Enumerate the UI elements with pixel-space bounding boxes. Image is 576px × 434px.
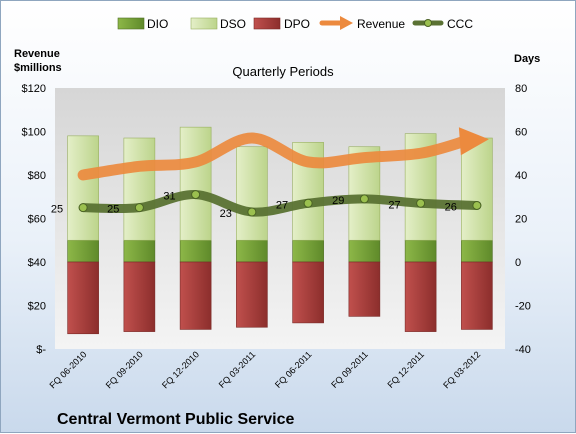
ccc-point <box>134 203 144 213</box>
dpo-bar <box>236 261 268 328</box>
dpo-bar <box>461 261 493 330</box>
left-tick-label: $40 <box>28 257 46 269</box>
left-tick-label: $80 <box>28 170 46 182</box>
category-label: FQ 03-2011 <box>217 349 258 390</box>
revenue-arrowhead <box>458 127 489 156</box>
legend-swatch-revenue <box>319 16 353 30</box>
dso-bar <box>461 137 493 241</box>
left-tick-label: $60 <box>28 214 46 226</box>
category-label: FQ 12-2011 <box>385 349 426 390</box>
dpo-bar <box>404 261 437 332</box>
dio-bar <box>123 239 156 263</box>
ccc-point <box>191 190 201 200</box>
dio-bar <box>179 239 212 263</box>
chart-title: Quarterly Periods <box>232 64 334 79</box>
dpo-bar <box>292 261 324 324</box>
ccc-data-label: 27 <box>276 199 288 211</box>
category-label: FQ 06-2011 <box>273 349 314 390</box>
category-label: FQ 09-2011 <box>329 349 370 390</box>
dso-bar <box>179 126 212 241</box>
dio-bar <box>236 239 268 263</box>
left-axis-label-line1: Revenue <box>14 48 60 60</box>
right-tick-label: 60 <box>515 127 527 139</box>
right-tick-label: 0 <box>515 257 521 269</box>
ccc-data-label: 26 <box>445 201 457 213</box>
left-tick-label: $100 <box>22 127 46 139</box>
dpo-bar <box>179 261 212 330</box>
ccc-data-label: 29 <box>332 195 344 207</box>
dso-bar <box>67 135 99 241</box>
category-label: FQ 06-2010 <box>48 349 89 390</box>
legend-swatch-dso <box>190 17 218 30</box>
dpo-bar <box>348 261 381 317</box>
right-tick-label: 20 <box>515 214 527 226</box>
legend-swatch-dio <box>117 17 145 30</box>
dio-bar <box>292 239 324 263</box>
category-label: FQ 09-2010 <box>104 349 145 390</box>
ccc-point <box>359 194 369 204</box>
ccc-data-label: 23 <box>220 208 232 220</box>
dio-bar <box>67 239 99 263</box>
lines: 25 25 31 23 27 29 27 26 <box>51 127 489 220</box>
ccc-point <box>416 198 426 208</box>
dso-bar <box>123 137 156 241</box>
left-tick-label: $120 <box>22 83 46 95</box>
ccc-data-label: 25 <box>51 204 63 216</box>
category-label: FQ 12-2010 <box>160 349 201 390</box>
legend-swatch-dpo <box>253 17 281 30</box>
left-axis-label-line2: $millions <box>14 62 62 74</box>
ccc-point <box>472 200 482 210</box>
ccc-point <box>78 203 88 213</box>
legend-label-dso: DSO <box>220 17 246 31</box>
left-tick-label: $20 <box>28 301 46 313</box>
dio-bar <box>404 239 437 263</box>
category-label: FQ 03-2012 <box>441 349 482 390</box>
legend-label-revenue: Revenue <box>357 17 405 31</box>
legend-swatch-ccc <box>412 19 444 27</box>
category-labels: FQ 06-2010 FQ 09-2010 FQ 12-2010 FQ 03-2011… <box>48 349 483 390</box>
company-name: Central Vermont Public Service <box>57 411 295 428</box>
right-tick-label: 80 <box>515 83 527 95</box>
legend-label-dio: DIO <box>147 17 168 31</box>
revenue-line <box>77 132 471 181</box>
axis-ticks: $120 80 $100 60 $80 40 $60 20 $40 0 $20 -20 $- -40 <box>22 83 531 356</box>
ccc-data-label: 31 <box>163 191 175 203</box>
ccc-line <box>78 190 482 217</box>
dso-bar <box>236 146 268 241</box>
legend-label-dpo: DPO <box>284 17 310 31</box>
right-tick-label: -20 <box>515 301 531 313</box>
ccc-point <box>247 207 257 217</box>
ccc-data-label: 27 <box>388 199 400 211</box>
left-tick-label: $- <box>36 344 46 356</box>
right-axis-label: Days <box>514 53 540 65</box>
right-tick-label: 40 <box>515 170 527 182</box>
dpo-bar <box>67 261 99 335</box>
legend-label-ccc: CCC <box>447 17 473 31</box>
right-tick-label: -40 <box>515 344 531 356</box>
ccc-point <box>303 198 313 208</box>
legend: DIO DSO DPO Revenue CCC <box>117 16 473 31</box>
dpo-bar <box>123 261 156 332</box>
dio-bar <box>461 239 493 263</box>
ccc-data-label: 25 <box>107 204 119 216</box>
plot-area <box>55 88 505 349</box>
dio-bar <box>348 239 381 263</box>
